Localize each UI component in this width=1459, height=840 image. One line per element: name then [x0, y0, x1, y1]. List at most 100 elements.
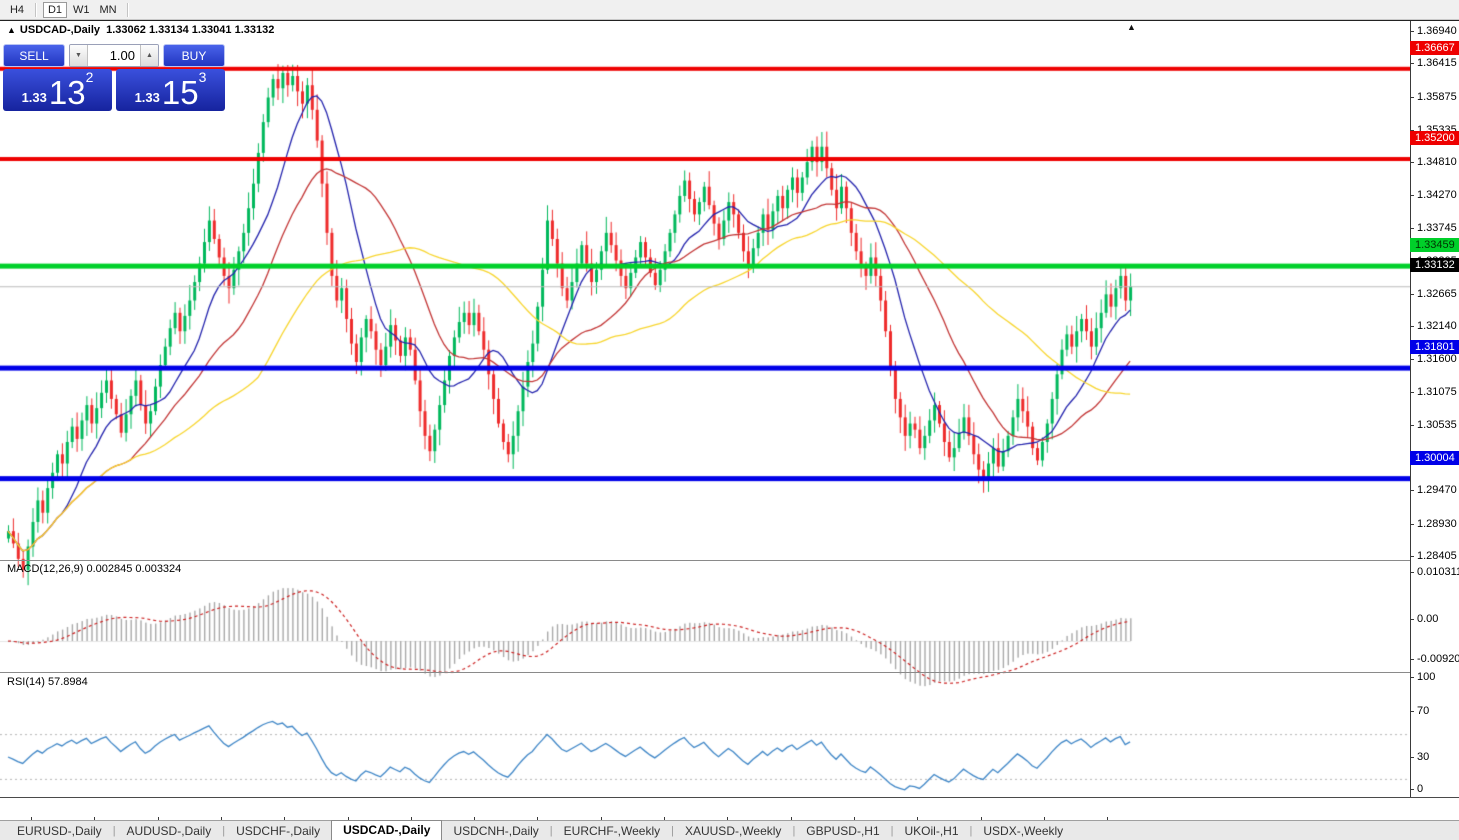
tick-label: 1.29470 — [1417, 484, 1457, 497]
buy-price-big: 15 — [161, 74, 199, 111]
volume-increase-button[interactable]: ▲ — [140, 45, 158, 66]
tick-dash — [1410, 424, 1414, 426]
chart-symbol-label: USDCAD-,Daily — [19, 24, 100, 36]
price-level-badge: 1.35200 — [1410, 131, 1459, 146]
tick-label: 1.32665 — [1417, 287, 1457, 300]
tick-label: 100 — [1417, 671, 1436, 683]
buy-price-panel[interactable]: 1.33 15 3 — [116, 69, 225, 111]
toolbar-separator — [126, 2, 129, 17]
date-tick — [31, 817, 32, 821]
chart-tab-ukoil-h1[interactable]: UKOil-,H1 — [904, 824, 959, 838]
tick-label: 1.35875 — [1417, 90, 1457, 103]
tick-dash — [1410, 31, 1414, 32]
timeframe-button-d1[interactable]: D1 — [43, 1, 67, 18]
sell-price-small: 1.33 — [21, 90, 47, 105]
tick-label: 1.33745 — [1417, 221, 1457, 234]
chart-tab-usdchf-daily[interactable]: USDCHF-,Daily — [236, 824, 321, 838]
tab-separator: | — [671, 824, 674, 837]
price-chart-canvas[interactable] — [0, 42, 1410, 818]
date-tick — [347, 817, 349, 821]
tick-label: 1.28405 — [1417, 550, 1457, 562]
tick-dash — [1410, 359, 1414, 361]
chart-tab-xauusd-weekly[interactable]: XAUUSD-,Weekly — [684, 824, 782, 838]
date-tick — [474, 817, 476, 821]
chart-tab-audusd-daily[interactable]: AUDUSD-,Daily — [126, 824, 212, 838]
sell-price-big: 13 — [48, 74, 86, 111]
toolbar-separator — [35, 2, 37, 17]
tick-label: 1.28930 — [1417, 517, 1457, 530]
tick-dash — [1410, 677, 1414, 678]
tick-label: 70 — [1417, 705, 1430, 717]
chart-tab-eurchf-weekly[interactable]: EURCHF-,Weekly — [563, 824, 661, 838]
price-level-badge: 1.33459 — [1410, 238, 1459, 253]
buy-price-sup: 3 — [198, 69, 207, 85]
date-tick — [790, 817, 792, 821]
volume-decrease-button[interactable]: ▼ — [70, 45, 88, 66]
sell-button[interactable]: SELL — [3, 44, 65, 67]
tick-dash — [1410, 162, 1414, 164]
tick-dash — [1410, 711, 1414, 712]
date-tick — [980, 817, 982, 821]
date-tick — [94, 817, 96, 821]
timeframe-button-h4[interactable]: H4 — [5, 2, 29, 18]
tab-separator: | — [222, 824, 226, 837]
volume-control: ▼ 1.00 ▲ — [69, 44, 159, 67]
timeframe-button-w1[interactable]: W1 — [69, 2, 94, 18]
price-axis-line — [1410, 21, 1411, 797]
rsi-label: RSI(14) 57.8984 — [7, 676, 88, 688]
tick-dash — [1410, 293, 1414, 295]
chart-tab-usdx-weekly[interactable]: USDX-,Weekly — [983, 824, 1064, 838]
pane-separator-rsi[interactable] — [0, 672, 1459, 673]
date-tick — [853, 817, 855, 821]
tick-dash — [1410, 572, 1414, 573]
buy-button[interactable]: BUY — [163, 44, 225, 67]
one-click-trading-widget: SELL ▼ 1.00 ▲ BUY 1.33 13 2 1.33 15 3 — [3, 44, 225, 111]
date-tick — [220, 817, 222, 821]
date-tick — [917, 817, 919, 821]
chart-shift-marker-icon[interactable]: ▲ — [1127, 22, 1136, 32]
chart-tab-bar: EURUSD-,Daily | AUDUSD-,Daily | USDCHF-,Dail… — [0, 820, 1459, 840]
date-tick — [1043, 817, 1045, 821]
tick-dash — [1410, 619, 1414, 620]
volume-input[interactable]: 1.00 — [109, 48, 135, 63]
tab-separator: | — [969, 824, 973, 837]
chart-window — [0, 20, 1459, 820]
tick-label: 1.36415 — [1417, 57, 1457, 70]
tick-label: 1.34270 — [1417, 189, 1457, 202]
tick-dash — [1410, 757, 1414, 758]
price-level-badge: 1.36667 — [1410, 40, 1459, 55]
chart-ohlc-values: 1.33062 1.33134 1.33041 1.33132 — [106, 24, 275, 36]
date-tick — [410, 817, 412, 821]
date-tick — [1107, 817, 1109, 821]
tick-label: 1.34810 — [1417, 156, 1457, 169]
tick-label: 0 — [1417, 783, 1424, 795]
chart-tab-usdcad-daily[interactable]: USDCAD-,Daily — [331, 820, 443, 840]
collapse-arrow-icon[interactable]: ▲ — [7, 25, 16, 35]
chart-tab-usdcnh-daily[interactable]: USDCNH-,Daily — [453, 824, 539, 838]
timeframe-button-mn[interactable]: MN — [96, 2, 121, 18]
tab-separator: | — [112, 824, 116, 837]
buy-price-small: 1.33 — [134, 90, 160, 105]
sell-price-panel[interactable]: 1.33 13 2 — [3, 69, 112, 111]
pane-separator-macd[interactable] — [0, 560, 1459, 561]
tick-label: -0.009203 — [1417, 653, 1459, 665]
tick-label: 1.30535 — [1417, 418, 1457, 431]
date-tick — [537, 817, 539, 821]
chart-tab-gbpusd-h1[interactable]: GBPUSD-,H1 — [806, 824, 880, 838]
price-axis-panel[interactable]: 1.36940 1.36415 1.35875 1.35335 1.34810 … — [1410, 21, 1459, 797]
chart-title: ▲ USDCAD-,Daily 1.33062 1.33134 1.33041 1… — [7, 24, 274, 36]
macd-label: MACD(12,26,9) 0.002845 0.003324 — [7, 563, 182, 575]
chart-tab-eurusd-daily[interactable]: EURUSD-,Daily — [17, 824, 102, 838]
tick-dash — [1410, 659, 1414, 660]
price-level-badge: 1.31801 — [1410, 340, 1459, 355]
tick-dash — [1410, 227, 1414, 229]
date-tick — [157, 817, 159, 821]
date-tick — [284, 817, 286, 821]
time-axis-separator — [0, 797, 1459, 798]
price-level-badge: 1.30004 — [1410, 450, 1459, 465]
date-tick — [600, 817, 602, 821]
tick-dash — [1410, 523, 1414, 525]
tick-dash — [1410, 789, 1414, 790]
tick-label: 0.010311 — [1417, 566, 1459, 578]
